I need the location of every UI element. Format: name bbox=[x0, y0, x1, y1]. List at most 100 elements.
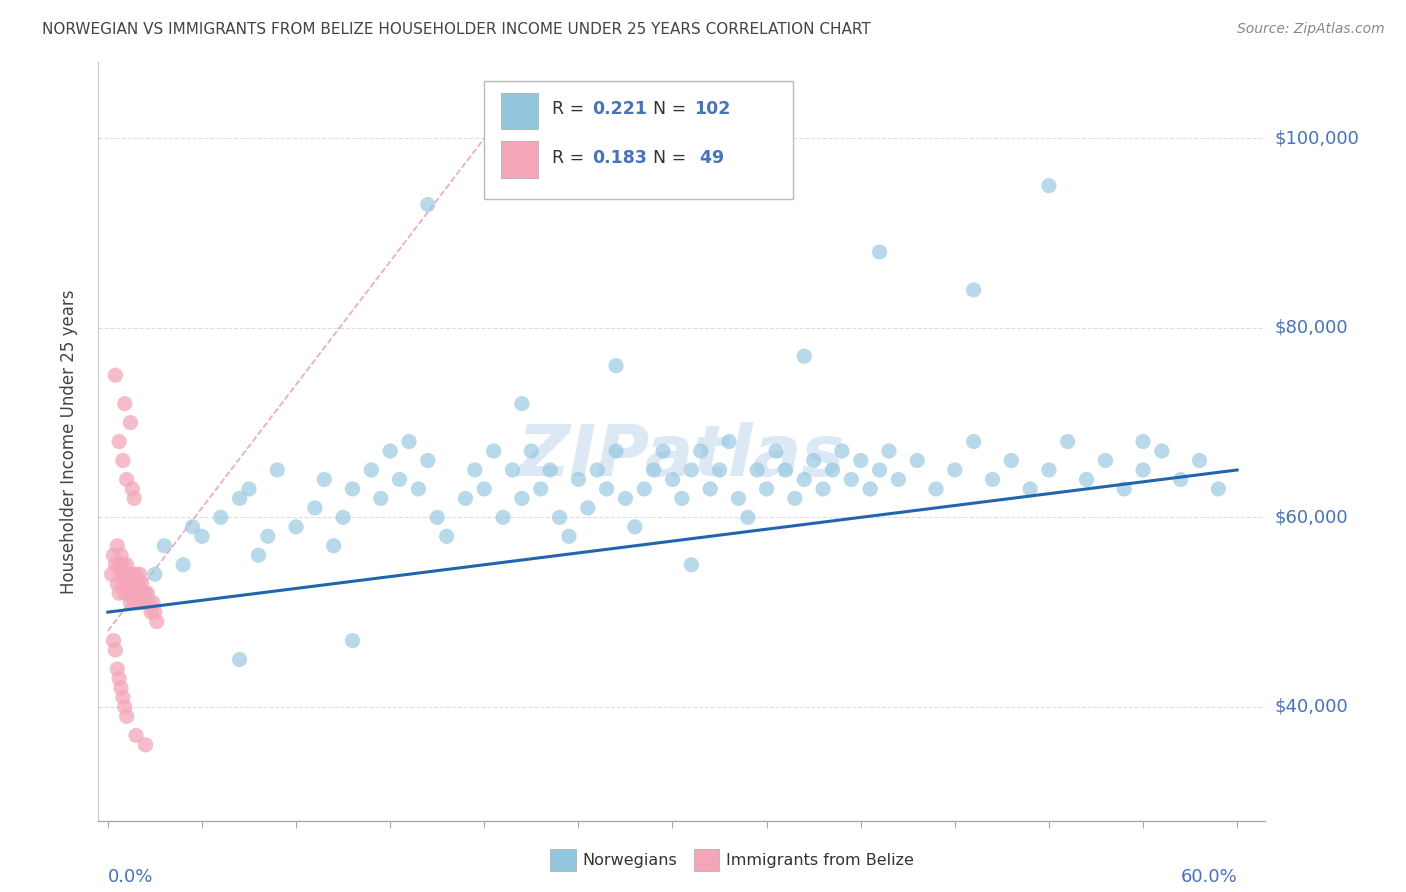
Point bbox=[793, 349, 815, 363]
Point bbox=[142, 596, 165, 610]
Point bbox=[134, 586, 156, 600]
Text: 0.0%: 0.0% bbox=[108, 868, 153, 886]
Point bbox=[247, 548, 270, 563]
Point bbox=[121, 567, 143, 582]
Point bbox=[416, 197, 439, 211]
Point bbox=[370, 491, 392, 506]
Point bbox=[839, 473, 862, 487]
Point bbox=[111, 576, 134, 591]
Text: $60,000: $60,000 bbox=[1275, 508, 1348, 526]
Point bbox=[104, 368, 127, 383]
Point bbox=[859, 482, 882, 496]
Point bbox=[117, 586, 139, 600]
Point bbox=[114, 586, 136, 600]
Point bbox=[131, 576, 153, 591]
Point bbox=[416, 453, 439, 467]
Point bbox=[1208, 482, 1230, 496]
Point bbox=[1132, 434, 1154, 449]
Point bbox=[127, 596, 149, 610]
Point bbox=[520, 444, 543, 458]
Point bbox=[153, 539, 176, 553]
Point bbox=[122, 596, 145, 610]
Point bbox=[699, 482, 721, 496]
Point bbox=[981, 473, 1004, 487]
Point bbox=[228, 652, 250, 666]
Point bbox=[138, 596, 160, 610]
Point bbox=[120, 576, 142, 591]
Point bbox=[943, 463, 966, 477]
Point bbox=[595, 482, 617, 496]
Point bbox=[115, 558, 138, 572]
FancyBboxPatch shape bbox=[484, 81, 793, 199]
Text: N =: N = bbox=[652, 101, 692, 119]
Point bbox=[717, 434, 740, 449]
Point bbox=[436, 529, 458, 543]
Point bbox=[1000, 453, 1022, 467]
Point bbox=[624, 520, 647, 534]
Text: Immigrants from Belize: Immigrants from Belize bbox=[727, 853, 914, 868]
Point bbox=[125, 567, 148, 582]
Text: R =: R = bbox=[553, 101, 591, 119]
Point bbox=[775, 463, 797, 477]
Point bbox=[747, 463, 769, 477]
Point bbox=[111, 453, 134, 467]
Point bbox=[482, 444, 505, 458]
Point bbox=[737, 510, 759, 524]
Point bbox=[783, 491, 806, 506]
Text: 49: 49 bbox=[693, 149, 724, 167]
Text: $40,000: $40,000 bbox=[1275, 698, 1348, 716]
Text: 102: 102 bbox=[693, 101, 730, 119]
Point bbox=[134, 596, 156, 610]
Point bbox=[143, 605, 166, 619]
FancyBboxPatch shape bbox=[550, 848, 575, 871]
Point bbox=[472, 482, 495, 496]
Point bbox=[1019, 482, 1042, 496]
Text: $100,000: $100,000 bbox=[1275, 129, 1360, 147]
Point bbox=[905, 453, 928, 467]
Text: ZIPatlas: ZIPatlas bbox=[519, 422, 845, 491]
Point bbox=[1150, 444, 1173, 458]
Point bbox=[108, 558, 131, 572]
Point bbox=[558, 529, 581, 543]
Point bbox=[1076, 473, 1098, 487]
Point bbox=[105, 662, 128, 676]
Point bbox=[605, 444, 627, 458]
Point bbox=[586, 463, 609, 477]
Point bbox=[530, 482, 553, 496]
Point bbox=[831, 444, 853, 458]
Point bbox=[671, 491, 693, 506]
Point bbox=[100, 567, 122, 582]
Point bbox=[502, 463, 524, 477]
Point bbox=[426, 510, 449, 524]
Point bbox=[963, 283, 986, 297]
Point bbox=[191, 529, 214, 543]
Point bbox=[139, 605, 162, 619]
Point bbox=[1056, 434, 1078, 449]
Point bbox=[209, 510, 232, 524]
Text: Norwegians: Norwegians bbox=[582, 853, 678, 868]
Point bbox=[117, 567, 139, 582]
Point bbox=[136, 586, 159, 600]
Point bbox=[304, 500, 326, 515]
Point bbox=[765, 444, 787, 458]
Point bbox=[125, 586, 148, 600]
Point bbox=[877, 444, 900, 458]
Point bbox=[127, 576, 149, 591]
Point bbox=[454, 491, 477, 506]
Text: $80,000: $80,000 bbox=[1275, 318, 1348, 337]
Point bbox=[143, 567, 166, 582]
Point bbox=[689, 444, 711, 458]
Point bbox=[925, 482, 948, 496]
Point bbox=[122, 576, 145, 591]
Point bbox=[652, 444, 675, 458]
Point bbox=[110, 681, 132, 695]
Point bbox=[121, 482, 143, 496]
Text: R =: R = bbox=[553, 149, 591, 167]
Point bbox=[128, 586, 150, 600]
Point bbox=[492, 510, 515, 524]
Point bbox=[108, 672, 131, 686]
Point bbox=[342, 633, 364, 648]
Point bbox=[181, 520, 204, 534]
Point bbox=[510, 491, 533, 506]
Point bbox=[110, 567, 132, 582]
